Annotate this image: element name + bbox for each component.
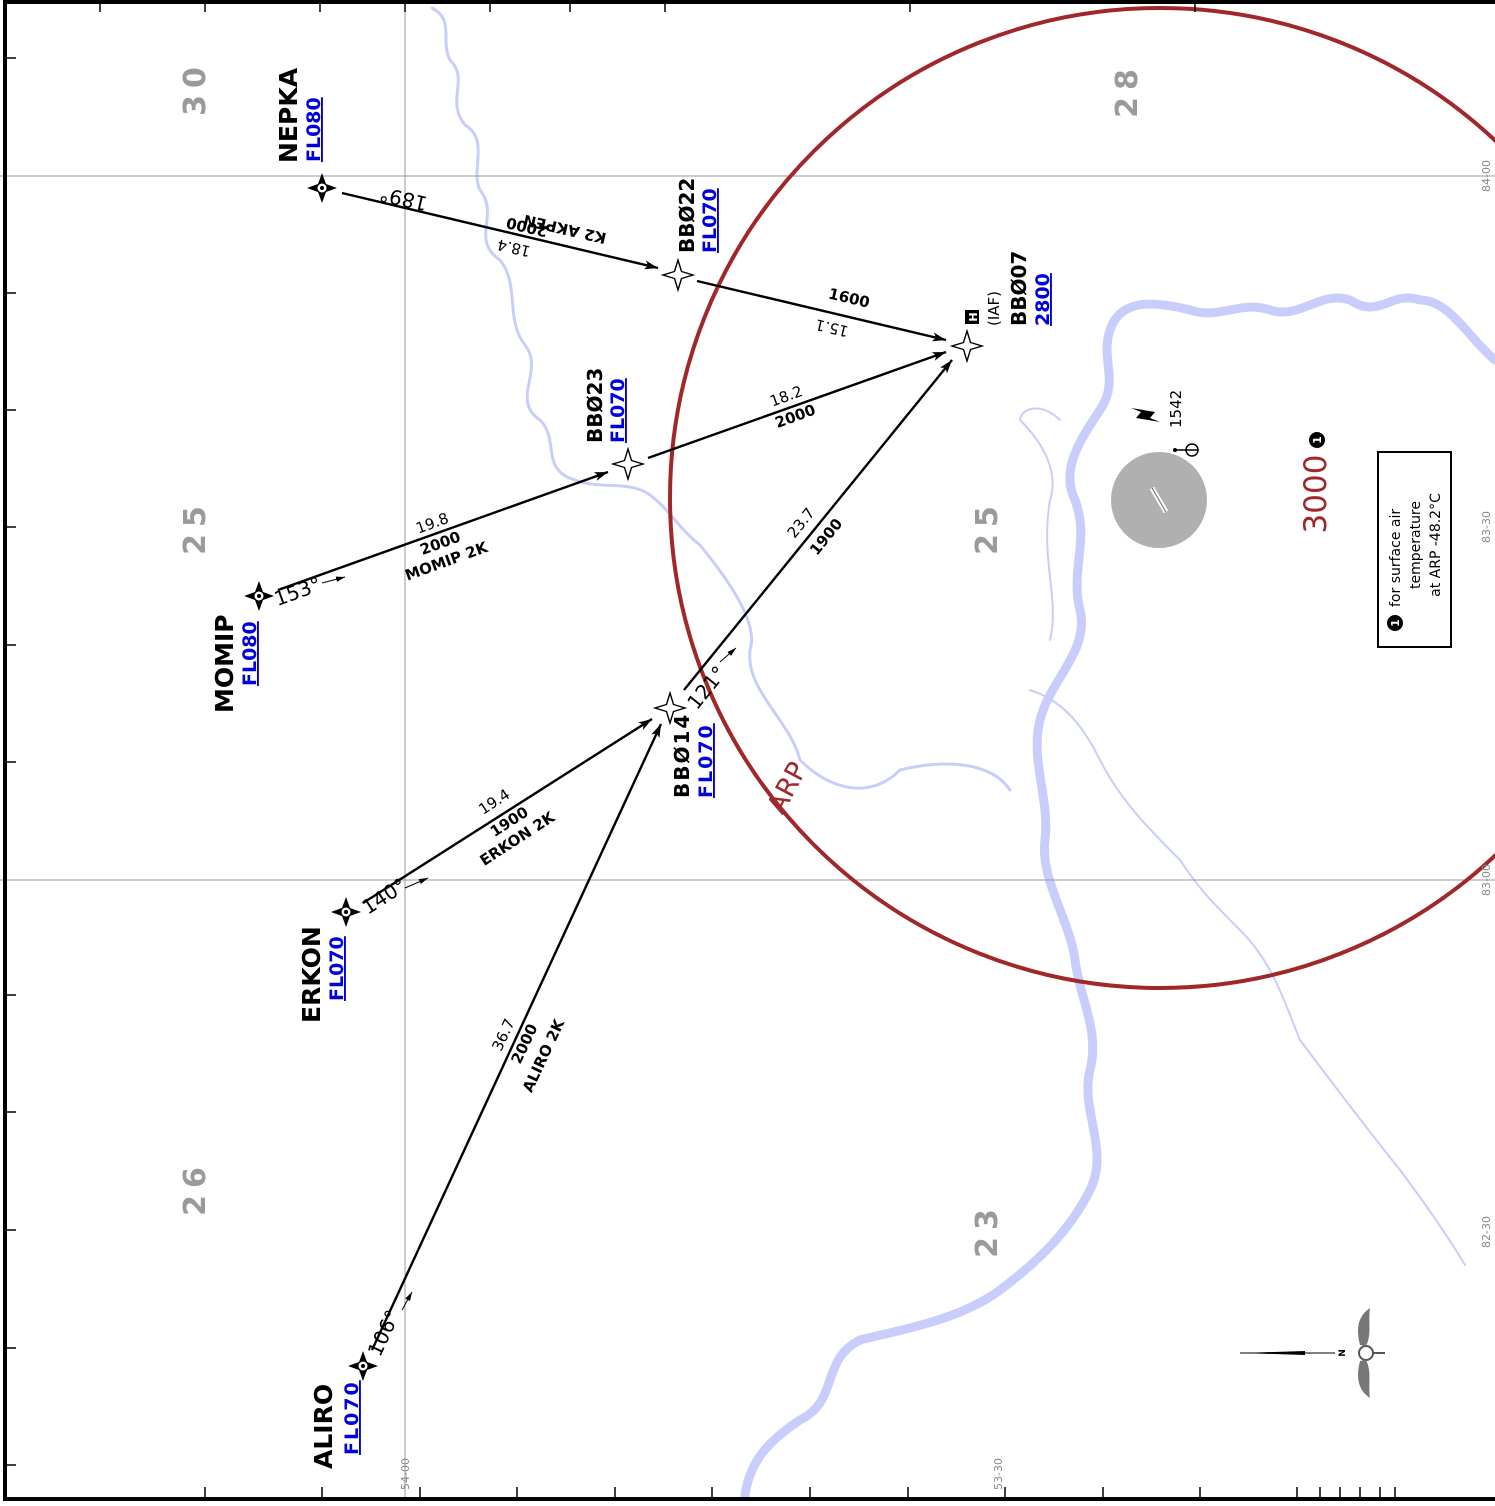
latitude-label: 83-30 — [1480, 511, 1493, 543]
coordinate-labels: 84-00 83-30 83-00 82-30 54-00 53-30 — [399, 160, 1493, 1490]
waypoint-labels: NEPKA FL080 BBØ22 FL070 H (IAF) BBØ07 28… — [210, 67, 1054, 1469]
chart-path — [1358, 1308, 1370, 1346]
chart-path — [1019, 407, 1061, 641]
waypoint-name: ALIRO — [309, 1384, 338, 1469]
chart-g — [5, 0, 1396, 1500]
note-line: for surface air — [1388, 509, 1404, 607]
airport — [1111, 452, 1207, 548]
sector-label: 25 — [178, 499, 213, 555]
sector-label: 28 — [1110, 62, 1145, 118]
waypoint-altitude: FL070 — [326, 936, 348, 1001]
route-line — [277, 470, 609, 592]
chart-line — [1151, 487, 1167, 513]
chart-rect — [3, 0, 1495, 1501]
compass — [1240, 1308, 1385, 1398]
route-line — [370, 723, 663, 1351]
route-line — [683, 359, 953, 691]
chart-path — [430, 6, 1012, 792]
obstacle — [1131, 408, 1199, 457]
note-line: at ARP -48.2°C — [1428, 493, 1444, 597]
chart-text: 1 — [1389, 619, 1402, 627]
route-line — [647, 350, 947, 460]
arp-circle — [668, 6, 1495, 990]
waypoint-name: BBØ07 — [1007, 251, 1031, 326]
msa-altitude: 3000 — [1298, 455, 1334, 534]
latitude-label: 82-30 — [1480, 1216, 1493, 1248]
iaf-box — [965, 310, 979, 324]
chart-rect — [1377, 451, 1452, 648]
note-marker: 1 — [1309, 432, 1325, 448]
waypoint-altitude: 2800 — [1032, 273, 1054, 326]
waypoint-name: MOMIP — [210, 614, 239, 713]
waypoint-altitude: FL080 — [239, 621, 261, 686]
route-line — [362, 717, 653, 905]
waypoint-name: BBØ14 — [670, 713, 694, 798]
waypoint-altitude: FL070 — [607, 378, 629, 443]
latitude-label: 83-00 — [1480, 864, 1493, 896]
sector-label: 26 — [178, 1160, 213, 1216]
waypoint-name: BBØ22 — [675, 178, 699, 253]
chart-line — [404, 877, 429, 889]
waypoint-role: (IAF) — [985, 291, 1003, 326]
chart-line — [401, 1291, 413, 1311]
obstacle-elevation: 1542 — [1167, 390, 1185, 428]
chart-circle — [1387, 615, 1403, 631]
latitude-label: 84-00 — [1480, 160, 1493, 192]
route-line — [341, 191, 659, 270]
sector-label: 25 — [970, 499, 1005, 555]
chart-path — [1358, 1360, 1370, 1398]
note-line: temperature — [1408, 501, 1424, 589]
waypoint-altitude: FL070 — [695, 723, 717, 798]
longitude-label: 53-30 — [992, 1458, 1005, 1490]
chart-path — [1029, 689, 1466, 1266]
longitude-label: 54-00 — [399, 1458, 412, 1490]
iaf-icon: H — [967, 312, 980, 321]
chart-text: 1 — [1311, 436, 1324, 444]
sector-altitudes: 30 28 25 25 26 23 — [178, 60, 1145, 1258]
chart-circle — [1309, 432, 1325, 448]
routes — [277, 191, 953, 1351]
route-line — [696, 279, 947, 342]
sector-label: 23 — [970, 1202, 1005, 1258]
waypoint-altitude: FL070 — [699, 188, 721, 253]
sector-label: 30 — [178, 60, 213, 116]
rivers — [430, 6, 1495, 1500]
note: 1 for surface air temperature at ARP -48… — [1377, 451, 1452, 648]
waypoint-altitude: FL070 — [341, 1380, 363, 1455]
chart-line — [719, 647, 737, 663]
waypoint-name: BBØ23 — [583, 368, 607, 443]
chart-path — [740, 293, 1495, 1500]
compass-label: N — [1338, 1349, 1348, 1357]
frame — [3, 0, 1495, 1501]
waypoint-name: NEPKA — [274, 67, 303, 163]
chart-circle — [1173, 448, 1177, 452]
chart-line — [321, 576, 346, 584]
chart-path — [1131, 408, 1160, 422]
waypoint-altitude: FL080 — [303, 97, 325, 162]
waypoint-name: ERKON — [297, 926, 326, 1023]
